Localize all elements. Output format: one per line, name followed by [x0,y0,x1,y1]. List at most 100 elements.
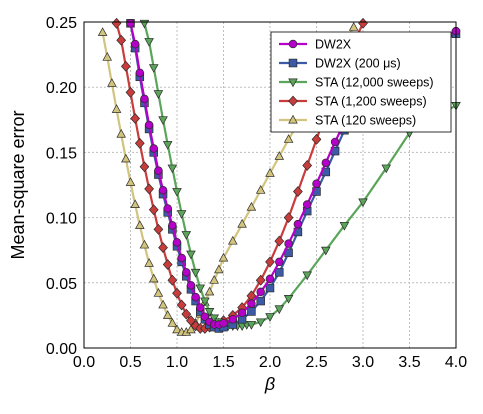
data-point [144,38,154,47]
data-point [246,321,257,330]
data-point [181,231,192,240]
data-point [209,274,219,284]
data-point [195,284,206,294]
data-point [116,128,126,138]
data-point [358,198,368,208]
data-point [125,86,136,98]
data-point [214,264,224,274]
y-tick-label: 0.15 [46,145,77,162]
data-point [218,252,229,262]
data-point [130,199,140,209]
data-point [139,161,150,173]
data-point [191,292,200,302]
data-point [302,271,312,281]
legend-item: DW2X (200 μs) [279,57,401,71]
data-point [200,297,210,307]
data-point [283,294,294,304]
data-point [172,238,182,247]
data-point [293,186,303,197]
data-point [97,27,108,36]
legend-label: DW2X (200 μs) [315,57,401,71]
legend-item: STA (1,200 sweeps) [279,95,427,109]
legend-marker [288,95,298,107]
data-point [196,303,205,312]
data-point [181,308,192,320]
data-point [186,250,196,260]
x-tick-label: 2.0 [259,354,281,371]
data-point [107,78,117,87]
data-point [148,273,159,283]
data-point [330,137,340,147]
data-point [130,113,141,124]
data-point [176,299,187,311]
data-point [153,90,164,99]
legend-marker [288,114,298,124]
data-point [358,17,368,29]
data-point [237,308,247,318]
legend-label: STA (120 sweeps) [315,114,416,128]
data-point [204,308,215,317]
data-point [284,239,293,248]
legend-label: STA (1,200 sweeps) [315,95,427,109]
data-point [144,258,154,267]
data-point [172,324,182,334]
data-point [125,177,136,186]
data-point [135,220,145,229]
data-point [255,274,266,286]
axis-ticks: 0.0 0.5 1.0 1.5 2.0 2.5 3.0 3.5 4.0 0.00 0.05 0.10 0… [46,15,467,371]
data-point [275,268,284,277]
data-point [158,116,168,126]
data-point [126,19,135,28]
data-point [302,160,313,171]
legend: DW2X DW2X (200 μs) STA (12,000 sweeps) STA … [270,31,452,133]
data-point [139,239,150,249]
data-point [111,104,122,113]
data-point [381,164,392,174]
data-point [228,235,238,245]
x-tick-label: 3.5 [398,354,420,371]
data-point [154,166,163,175]
data-point [275,257,284,267]
legend-marker [288,39,298,49]
data-point [172,287,182,299]
legend-label: STA (12,000 sweeps) [315,76,434,90]
y-tick-label: 0.25 [46,15,77,32]
data-point [177,253,186,263]
data-point [172,188,182,197]
data-point [153,223,164,235]
data-point [158,242,168,254]
x-axis-label: β [264,374,275,394]
y-tick-label: 0.20 [46,80,77,97]
data-point [139,19,150,29]
x-tick-label: 0.5 [119,354,141,371]
data-point [339,221,350,231]
legend-item: STA (12,000 sweeps) [279,76,434,90]
data-point [302,200,312,209]
legend-marker [288,78,298,88]
data-point [120,60,131,72]
data-point [158,299,168,309]
data-point [237,218,247,228]
data-point [168,221,177,230]
data-point [312,179,321,188]
data-point [186,315,196,327]
y-tick-label: 0.10 [46,211,77,228]
data-point [182,268,191,277]
data-point [274,151,285,160]
data-point [140,94,149,104]
data-point [163,204,172,213]
legend-marker [288,58,298,68]
data-point [167,318,178,327]
data-point [293,219,303,229]
data-point [153,288,164,297]
data-point [311,133,322,145]
data-point [321,246,331,256]
data-point [167,164,178,174]
y-tick-label: 0.00 [46,341,77,358]
data-point [265,168,275,177]
data-point [149,144,159,153]
data-point [186,324,196,334]
data-point [247,307,256,316]
data-point [265,313,275,322]
data-point [148,204,159,216]
